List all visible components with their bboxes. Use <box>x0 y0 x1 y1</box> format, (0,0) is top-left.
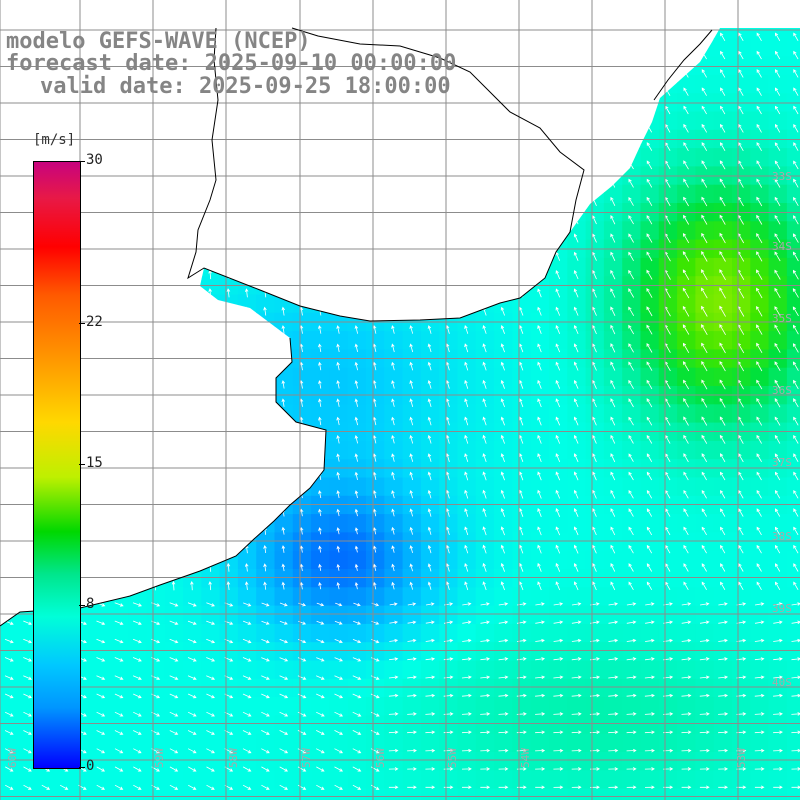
colorbar <box>33 161 81 769</box>
lon-label: 57W <box>300 748 313 768</box>
lon-label: 55W <box>446 748 459 768</box>
colorbar-tick-mark <box>79 322 85 324</box>
colorbar-tick-label: 30 <box>86 152 103 168</box>
colorbar-tick-mark <box>79 605 85 607</box>
lat-label: 33S <box>772 170 792 183</box>
colorbar-tick-label: 22 <box>86 313 103 330</box>
lat-label: 35S <box>772 312 792 325</box>
lat-label: 36S <box>772 384 792 397</box>
lat-label: 38S <box>772 530 792 543</box>
valid-date: valid date: 2025-09-25 18:00:00 <box>40 74 451 99</box>
lat-label: 40S <box>772 676 792 689</box>
colorbar-tick-label: 8 <box>86 596 95 613</box>
lon-label: 59W <box>153 748 166 768</box>
colorbar-tick-mark <box>79 767 85 768</box>
lat-label: 37S <box>772 456 792 469</box>
forecast-date: forecast date: 2025-09-10 00:00:00 <box>6 51 457 76</box>
model-title: modelo GEFS-WAVE (NCEP) <box>6 29 311 54</box>
lon-label: 54W <box>519 748 532 768</box>
colorbar-tick-label: 15 <box>86 455 103 471</box>
lon-label: 58W <box>227 748 240 768</box>
colorbar-tick-mark <box>79 464 85 465</box>
lon-label: 53W <box>735 748 748 768</box>
coastline <box>0 27 713 627</box>
lat-label: 39S <box>772 602 792 615</box>
sea-wind-field <box>0 28 800 800</box>
lat-label: 34S <box>772 240 792 253</box>
colorbar-units: [m/s] <box>33 132 76 148</box>
grid-labels: 33S 34S 35S 36S 37S 38S 39S 40S 60W 59W 58W 57W 56W 5… <box>6 170 792 768</box>
lon-label: 60W <box>6 748 19 768</box>
colorbar-tick-label: 0 <box>86 758 95 774</box>
lon-label: 56W <box>374 748 387 768</box>
colorbar-tick-mark <box>79 161 85 162</box>
